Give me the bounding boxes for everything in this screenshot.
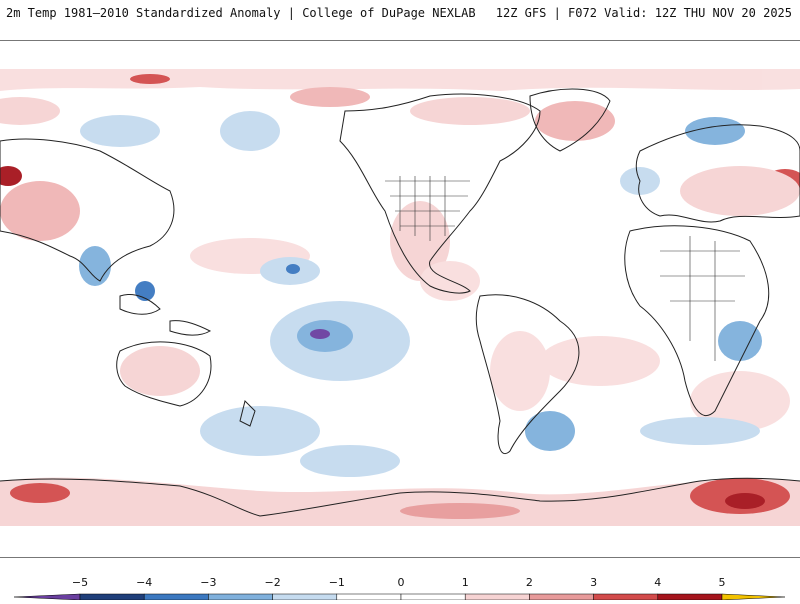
colorbar-segment [208, 593, 273, 601]
world-map-svg [0, 69, 800, 526]
colorbar [0, 568, 800, 601]
colorbar-tick-label: 1 [461, 576, 469, 589]
colorbar-segment [464, 593, 530, 601]
colorbar-tick-label: −3 [200, 576, 217, 589]
map-header: 2m Temp 1981–2010 Standardized Anomaly |… [0, 0, 800, 40]
anomaly-map [0, 40, 800, 558]
colorbar-tick-label: 2 [525, 576, 533, 589]
colorbar-segment [657, 593, 723, 601]
colorbar-segment [336, 593, 402, 601]
colorbar-tick-label: −5 [71, 576, 89, 589]
colorbar-tick-label: 5 [718, 576, 726, 589]
colorbar-min-arrow [13, 593, 81, 601]
colorbar-tick-label: 4 [654, 576, 662, 589]
colorbar-tick-label: −2 [264, 576, 281, 589]
anomaly-fill-layer [0, 69, 800, 526]
map-title: 2m Temp 1981–2010 Standardized Anomaly |… [6, 6, 476, 20]
colorbar-tick-label: 3 [590, 576, 598, 589]
colorbar-svg [13, 593, 786, 601]
colorbar-tick-label: −4 [136, 576, 153, 589]
colorbar-tick-label: 0 [397, 576, 405, 589]
colorbar-tick-label: −1 [328, 576, 345, 589]
colorbar-max-arrow [721, 593, 786, 601]
colorbar-segment [593, 593, 659, 601]
colorbar-segment [272, 593, 338, 601]
colorbar-segment [400, 593, 466, 601]
colorbar-segment [143, 593, 209, 601]
colorbar-segment [529, 593, 594, 601]
colorbar-segment [79, 593, 145, 601]
political-borders [385, 176, 745, 361]
model-run-info: 12Z GFS | F072 Valid: 12Z THU NOV 20 202… [495, 6, 792, 20]
coastline-layer [0, 88, 800, 517]
